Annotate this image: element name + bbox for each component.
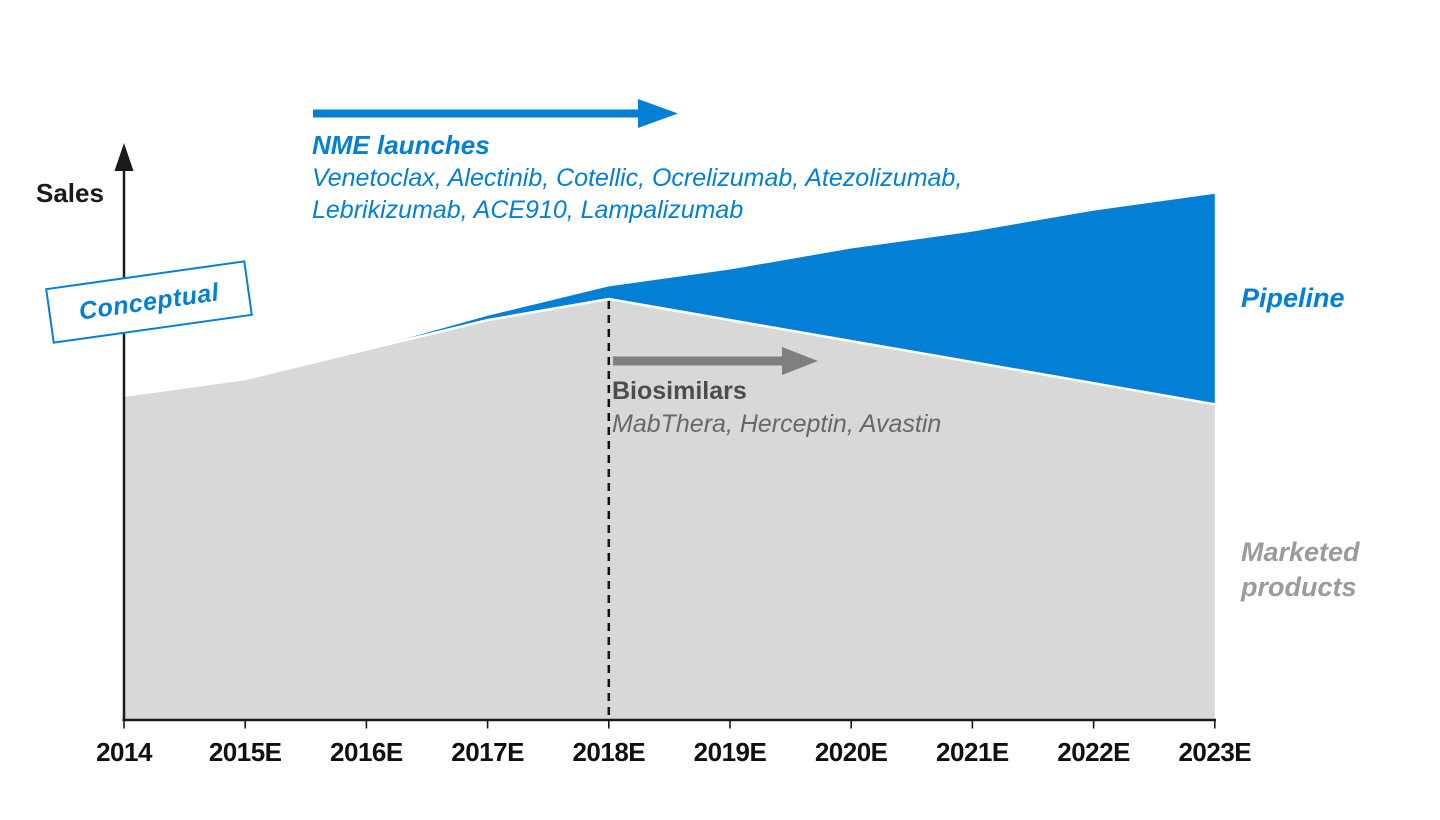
x-axis-label-2023E: 2023E (1178, 737, 1252, 767)
nme-drugs-line1: Venetoclax, Alectinib, Cotellic, Ocreliz… (312, 164, 963, 192)
biosimilars-arrow-icon (613, 347, 818, 375)
nme-launches-arrow-icon (313, 99, 678, 128)
x-axis-label-2021E: 2021E (936, 737, 1009, 767)
marketed-products-series-label: Marketed products (1241, 535, 1360, 605)
biosimilars-title: Biosimilars (612, 377, 747, 405)
y-axis (114, 143, 134, 720)
x-axis-label-2019E: 2019E (693, 737, 767, 767)
pipeline-series-label: Pipeline (1241, 283, 1345, 313)
marketed-label-line2: products (1241, 572, 1357, 602)
marketed-products-area (124, 299, 1215, 720)
x-axis-ticks (123, 720, 1216, 729)
x-axis-label-2022E: 2022E (1057, 737, 1130, 767)
x-axis-label-2016E: 2016E (330, 737, 403, 767)
nme-drugs-line2: Lebrikizumab, ACE910, Lampalizumab (312, 196, 744, 224)
x-axis-label-2018E: 2018E (572, 737, 646, 767)
x-axis-label-2020E: 2020E (814, 737, 888, 767)
x-axis-label-2015E: 2015E (208, 737, 282, 767)
pipeline-area (366, 193, 1215, 405)
x-axis-label-2017E: 2017E (451, 737, 524, 767)
x-axis-label-2014: 2014 (96, 737, 152, 767)
marketed-label-line1: Marketed (1241, 537, 1360, 567)
area-separator-line (123, 297, 1216, 406)
y-axis-arrowhead-icon (114, 143, 134, 171)
biosimilars-drugs: MabThera, Herceptin, Avastin (612, 410, 942, 438)
sales-axis-label: Sales (36, 178, 104, 208)
nme-launches-title: NME launches (312, 130, 490, 160)
